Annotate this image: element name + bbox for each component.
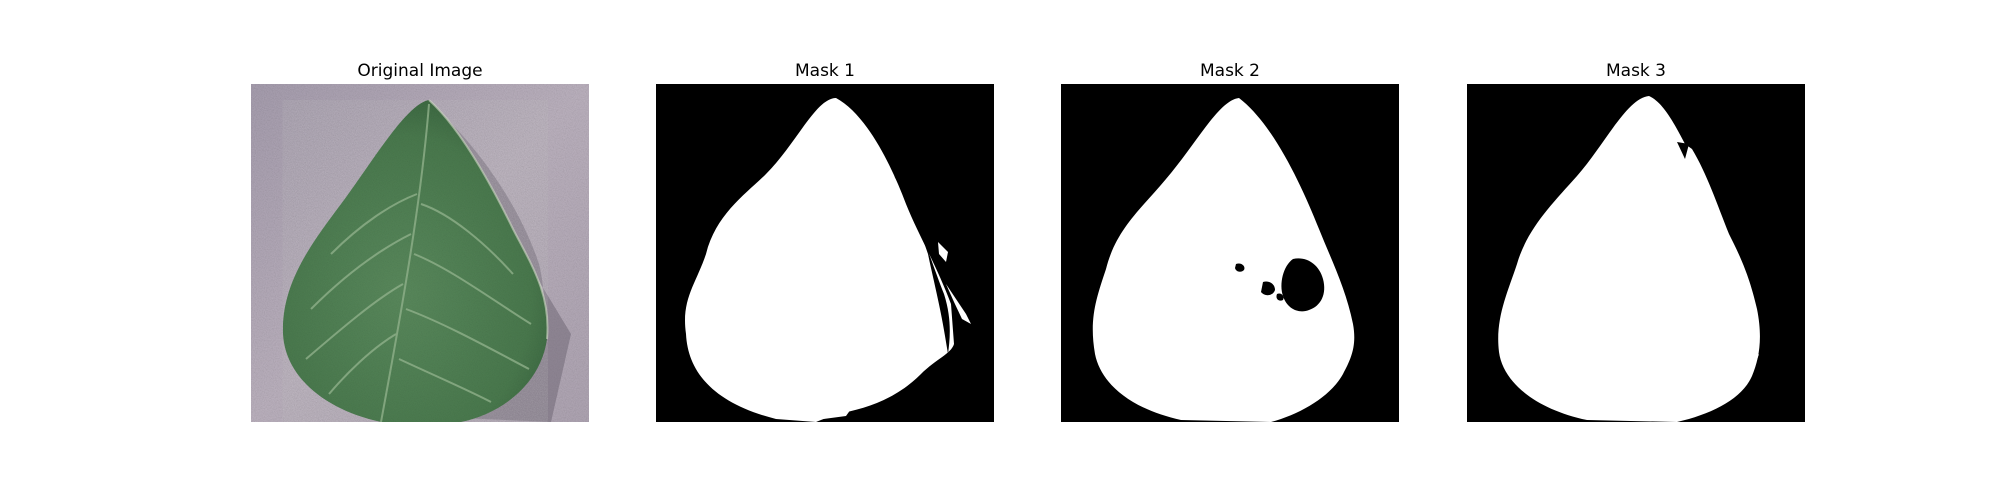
panel-title: Original Image bbox=[357, 61, 483, 81]
mask-2-panel: Mask 2 bbox=[1061, 58, 1399, 422]
original-leaf-image bbox=[251, 84, 589, 422]
mask-3-panel: Mask 3 bbox=[1467, 58, 1805, 422]
mask-1-panel: Mask 1 bbox=[656, 58, 994, 422]
mask-1-image bbox=[656, 84, 994, 422]
mask-2-image bbox=[1061, 84, 1399, 422]
panel-title: Mask 3 bbox=[1605, 61, 1666, 81]
original-image-panel: Original Image bbox=[251, 58, 589, 422]
panel-title: Mask 2 bbox=[1199, 61, 1260, 81]
mask-3-image bbox=[1467, 84, 1805, 422]
panel-title: Mask 1 bbox=[794, 61, 855, 81]
